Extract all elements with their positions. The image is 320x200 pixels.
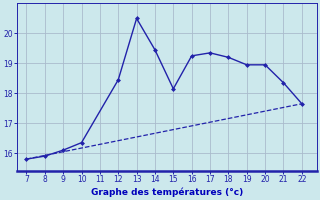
X-axis label: Graphe des températures (°c): Graphe des températures (°c)	[91, 187, 243, 197]
